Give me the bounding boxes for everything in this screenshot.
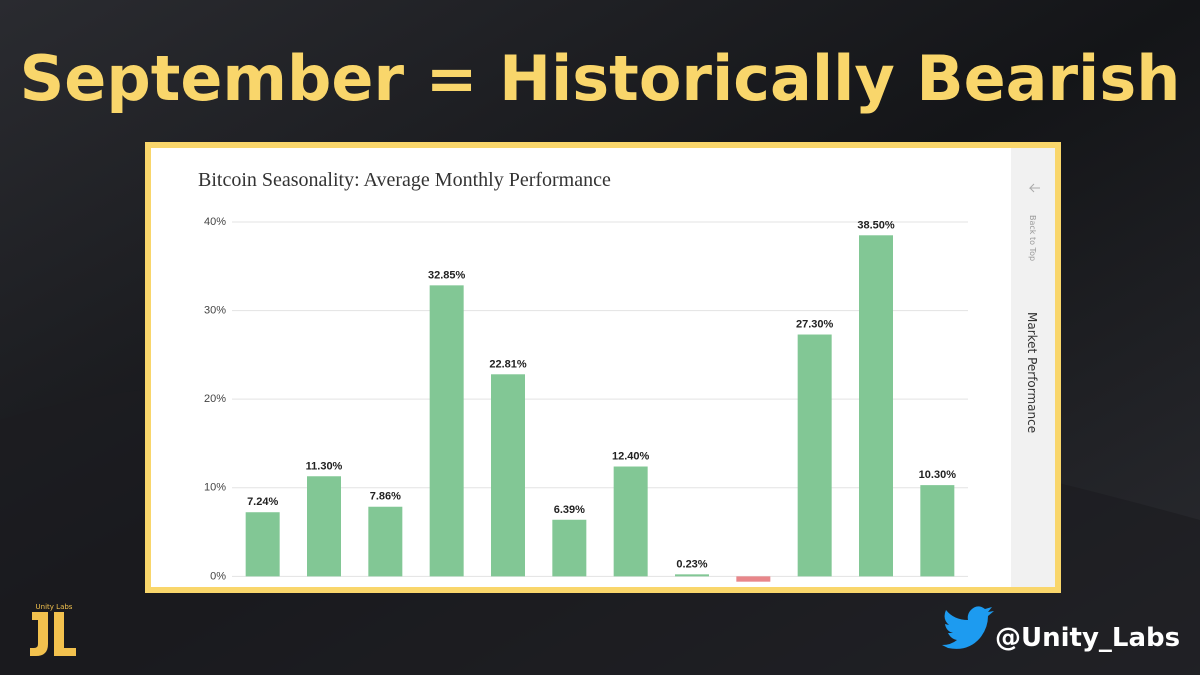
value-label: 38.50%	[857, 219, 895, 231]
bar	[368, 506, 403, 577]
bar	[859, 235, 893, 577]
value-label: 7.86%	[370, 491, 401, 503]
value-label: 6.39%	[554, 504, 585, 516]
bar	[797, 334, 832, 577]
chart-title: Bitcoin Seasonality: Average Monthly Per…	[198, 169, 611, 191]
twitter-icon	[942, 606, 994, 649]
back-to-top: Back to Top	[1028, 215, 1037, 261]
back-icon	[1028, 183, 1040, 193]
sidebar-section: Market Performance	[1025, 312, 1039, 433]
bar	[613, 466, 648, 577]
logo-text: Unity Labs	[36, 603, 73, 611]
bar	[245, 512, 280, 577]
value-label: 22.81%	[489, 358, 527, 370]
sidebar	[1011, 148, 1055, 587]
y-tick-label: 30%	[204, 304, 226, 316]
bar	[491, 374, 525, 577]
y-tick-label: 40%	[204, 216, 226, 228]
logo: Unity Labs	[30, 603, 76, 656]
y-tick-label: 20%	[204, 393, 226, 405]
value-label: 32.85%	[428, 269, 466, 281]
chart-frame	[145, 142, 1061, 593]
bar	[675, 574, 709, 577]
bar	[429, 285, 464, 577]
bar	[307, 476, 341, 577]
value-label: 7.24%	[247, 496, 278, 508]
value-label: 11.30%	[306, 460, 343, 472]
y-tick-label: 10%	[204, 482, 226, 494]
y-tick-label: 0%	[210, 570, 226, 582]
plot: 0% 10% 20% 30% 40% 7.24% 11.30% 7.86% 32.85% 22.8…	[204, 216, 968, 582]
bar	[920, 485, 955, 577]
headline: September = Historically Bearish	[20, 42, 1181, 115]
value-label: 27.30%	[796, 319, 834, 331]
logo-mark	[30, 612, 76, 656]
value-label: 0.23%	[676, 558, 707, 570]
handle: @Unity_Labs	[995, 623, 1180, 653]
bar	[552, 519, 587, 577]
value-label: 10.30%	[919, 469, 957, 481]
bar	[736, 576, 771, 582]
value-label: 12.40%	[612, 451, 650, 463]
